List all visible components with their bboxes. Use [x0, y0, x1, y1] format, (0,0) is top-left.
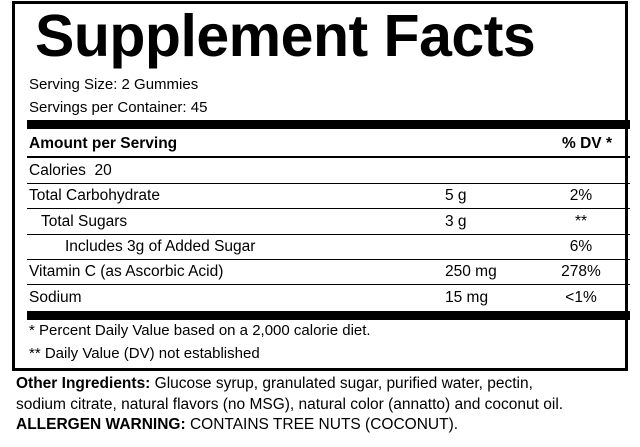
nutrient-dv: 2% [569, 187, 593, 205]
footnote-not-established: ** Daily Value (DV) not established [29, 345, 260, 362]
serving-size: Serving Size: 2 Gummies [29, 76, 199, 93]
nutrient-row: Calories 20 [27, 158, 630, 184]
nutrient-row: Vitamin C (as Ascorbic Acid) 250 mg 278% [27, 259, 630, 286]
dv-header: % DV * [562, 135, 612, 152]
nutrient-dv: 278% [561, 263, 601, 281]
other-ingredients-text: Glucose syrup, granulated sugar, purifie… [150, 375, 533, 392]
other-ingredients-label: Other Ingredients: [16, 375, 151, 392]
nutrient-amount: 3 g [445, 212, 467, 230]
footnote-dv: * Percent Daily Value based on a 2,000 c… [29, 322, 371, 339]
nutrient-row: Sodium 15 mg <1% [27, 285, 630, 310]
panel-title: Supplement Facts [35, 3, 536, 69]
supplement-facts-panel: Supplement Facts Serving Size: 2 Gummies… [12, 1, 630, 371]
thick-divider [27, 120, 630, 129]
allergen-text: CONTAINS TREE NUTS (COCONUT). [185, 416, 459, 433]
nutrient-amount: 250 mg [445, 263, 497, 281]
nutrient-name: Vitamin C (as Ascorbic Acid) [29, 263, 224, 281]
thick-divider [27, 311, 630, 320]
nutrient-row: Total Sugars 3 g ** [27, 209, 630, 235]
nutrient-name: Includes 3g of Added Sugar [65, 237, 256, 255]
nutrient-row: Total Carbohydrate 5 g 2% [27, 183, 630, 210]
nutrient-name: Total Sugars [41, 212, 128, 230]
allergen-warning: ALLERGEN WARNING: CONTAINS TREE NUTS (CO… [16, 416, 458, 434]
servings-per-container: Servings per Container: 45 [29, 99, 208, 116]
other-ingredients-line2: sodium citrate, natural flavors (no MSG)… [16, 396, 564, 413]
nutrient-name: Sodium [29, 288, 82, 306]
allergen-label: ALLERGEN WARNING: [16, 416, 186, 433]
nutrient-dv: <1% [565, 288, 597, 306]
header-row: Amount per Serving % DV * [27, 131, 630, 158]
nutrient-dv: ** [574, 212, 588, 230]
nutrient-name: Calories 20 [29, 162, 112, 179]
nutrient-amount: 5 g [445, 187, 467, 205]
nutrient-amount: 15 mg [445, 288, 489, 306]
nutrient-dv: 6% [569, 237, 593, 255]
amount-per-serving-header: Amount per Serving [29, 135, 178, 152]
nutrient-row: Includes 3g of Added Sugar 6% [27, 234, 630, 260]
other-ingredients: Other Ingredients: Glucose syrup, granul… [16, 375, 533, 393]
nutrient-name: Total Carbohydrate [29, 187, 160, 205]
